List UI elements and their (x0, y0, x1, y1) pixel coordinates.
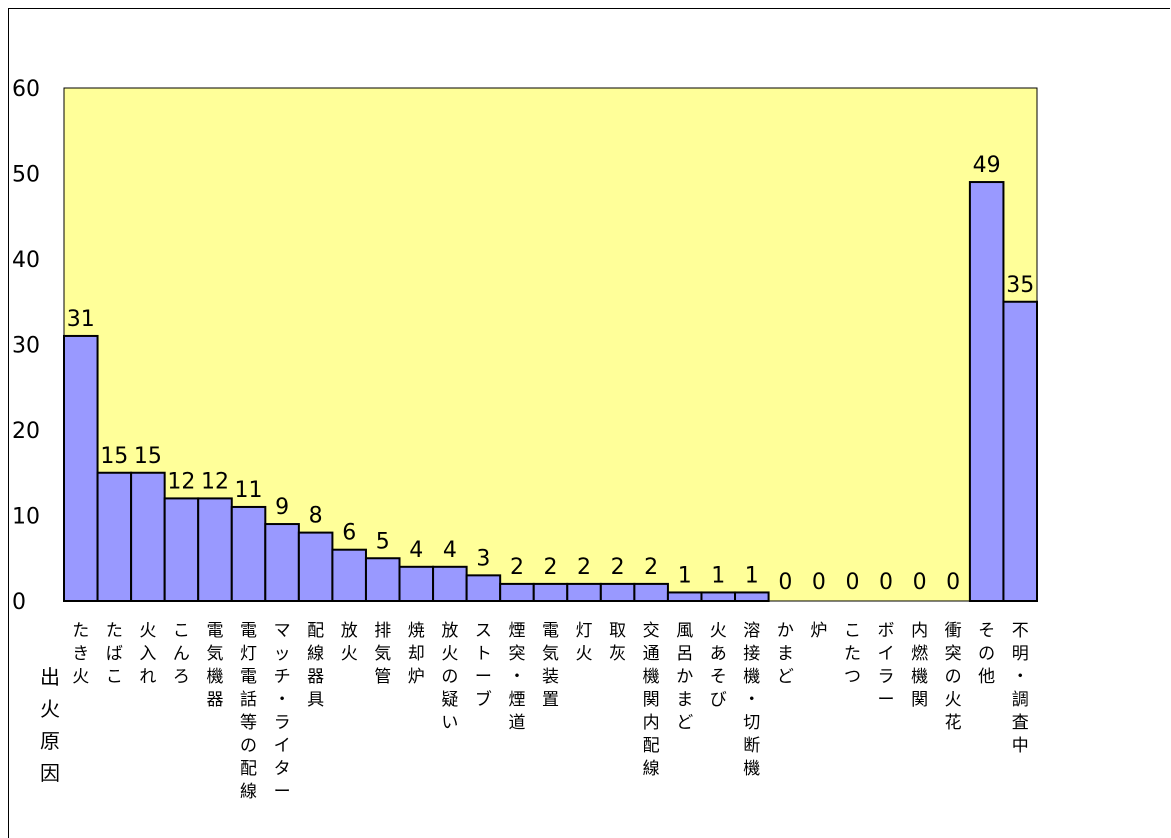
data-label: 4 (409, 538, 423, 563)
data-label: 15 (100, 444, 128, 469)
category-label: たき火 (72, 621, 89, 687)
bar (700, 591, 737, 603)
y-tick-label: 60 (12, 77, 40, 102)
category-label: 溶接機・切断機 (743, 621, 760, 779)
data-label: 0 (812, 570, 826, 595)
bar (465, 574, 502, 602)
data-label: 49 (973, 153, 1001, 178)
data-label: 2 (611, 555, 625, 580)
category-label: 放火の疑い (441, 621, 458, 733)
bar (499, 582, 535, 603)
category-label: かまど (777, 621, 794, 687)
bar (633, 582, 669, 603)
bar (130, 471, 166, 602)
category-label: 放火 (341, 621, 358, 664)
data-label: 4 (443, 538, 457, 563)
category-label: 火あそび (710, 621, 727, 710)
bar (264, 523, 300, 602)
data-label: 6 (342, 521, 356, 546)
bar (432, 565, 468, 602)
category-label: 取灰 (609, 621, 626, 664)
data-label: 5 (376, 529, 390, 554)
bar (1002, 300, 1039, 602)
category-label: 電気装置 (542, 621, 559, 710)
category-label: たばこ (106, 621, 123, 687)
bar (398, 565, 435, 602)
bar (331, 548, 367, 603)
data-label: 3 (476, 546, 490, 571)
data-label: 2 (577, 555, 591, 580)
category-label: ボイラー (878, 621, 895, 710)
data-label: 0 (913, 570, 927, 595)
bars (63, 181, 1039, 603)
bar (968, 181, 1005, 603)
data-label: 1 (745, 563, 759, 588)
category-label: 内燃機関 (911, 621, 928, 710)
chart-frame (8, 8, 1170, 838)
y-tick-label: 0 (12, 590, 26, 615)
category-label: 配線器具 (307, 621, 324, 710)
category-label: 不明・調査中 (1012, 621, 1029, 756)
data-label: 0 (946, 570, 960, 595)
data-label: 12 (201, 469, 229, 494)
category-label: 煙突・煙道 (508, 621, 525, 733)
category-label: 風呂かまど (676, 621, 693, 733)
bar (599, 582, 636, 603)
data-label: 8 (309, 504, 323, 529)
x-axis: たき火たばこ火入れこんろ電気機器電灯電話等の配線マッチ・ライター配線器具放火排気… (72, 621, 1028, 802)
bar (666, 591, 703, 603)
data-label: 1 (678, 563, 692, 588)
category-label: こんろ (173, 621, 190, 687)
bar (364, 557, 401, 602)
category-label: 交通機関内配線 (643, 621, 660, 779)
y-tick-label: 40 (12, 248, 40, 273)
bar (532, 582, 569, 603)
data-label: 0 (879, 570, 893, 595)
data-label: 1 (711, 563, 725, 588)
data-label: 35 (1006, 273, 1034, 298)
category-label: その他 (978, 621, 995, 687)
category-label: 電灯電話等の配線 (240, 621, 257, 802)
y-tick-label: 10 (12, 505, 40, 530)
category-label: 灯火 (576, 621, 593, 664)
y-tick-label: 20 (12, 419, 40, 444)
bar (297, 531, 334, 602)
category-label: 排気管 (374, 621, 391, 687)
y-tick-label: 50 (12, 163, 40, 188)
x-axis-title: 出火原因 (40, 665, 60, 785)
data-label: 9 (275, 495, 289, 520)
category-label: 炉 (810, 621, 827, 641)
data-label: 0 (778, 570, 792, 595)
category-label: 衝突の火花 (945, 621, 962, 733)
bar (566, 582, 602, 603)
bar (734, 591, 770, 603)
bar (197, 497, 233, 602)
bar (96, 471, 133, 602)
category-label: ストーブ (475, 621, 492, 710)
data-label: 0 (845, 570, 859, 595)
data-label: 2 (644, 555, 658, 580)
category-label: マッチ・ライター (274, 621, 291, 802)
y-tick-label: 30 (12, 334, 40, 359)
bar (230, 505, 267, 603)
data-label: 31 (67, 307, 95, 332)
data-label: 2 (544, 555, 558, 580)
data-label: 11 (235, 478, 263, 503)
data-label: 12 (167, 469, 195, 494)
bar (163, 497, 200, 602)
y-axis: 0 10 20 30 40 50 60 (12, 77, 40, 615)
bar (63, 334, 99, 602)
data-label: 2 (510, 555, 524, 580)
category-label: 電気機器 (206, 621, 223, 710)
category-label: 火入れ (139, 621, 156, 687)
category-label: 焼却炉 (408, 621, 425, 687)
category-label: こたつ (844, 621, 861, 687)
data-label: 15 (134, 444, 162, 469)
